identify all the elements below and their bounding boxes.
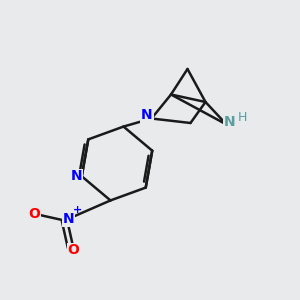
Text: N: N (62, 212, 74, 226)
Text: N: N (70, 169, 82, 183)
Text: O: O (68, 244, 80, 257)
Text: +: + (74, 205, 82, 215)
Text: O: O (28, 208, 40, 221)
Text: N: N (141, 108, 153, 122)
Text: N: N (224, 115, 235, 128)
Text: H: H (237, 111, 247, 124)
